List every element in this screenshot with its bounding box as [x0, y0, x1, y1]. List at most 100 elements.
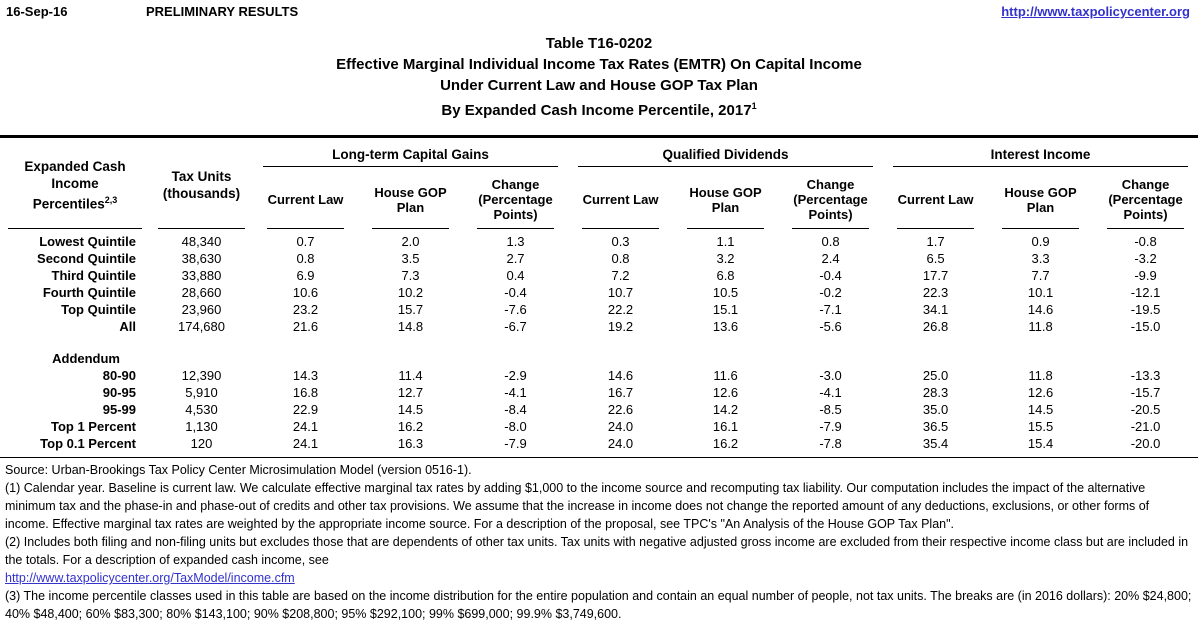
title-line-2: Effective Marginal Individual Income Tax… [336, 56, 862, 73]
cell-value: 3.3 [1031, 250, 1050, 266]
cell-value: 7.7 [1031, 267, 1050, 283]
cell-value: 10.2 [397, 284, 424, 300]
cell-value: 3.5 [401, 250, 420, 266]
cell-value: -8.0 [504, 418, 527, 434]
cell-value: 11.8 [1028, 318, 1053, 334]
table-body: Lowest Quintile 48,340 0.7 2.0 1.3 0.3 1.1 0.8 1… [0, 233, 1198, 458]
cell-value: 1,130 [185, 418, 218, 434]
empty-cell [883, 350, 988, 367]
taxpolicycenter-home-link[interactable]: http://www.taxpolicycenter.org [1001, 4, 1190, 19]
empty-cell [988, 350, 1093, 367]
cell-value: -4.1 [504, 384, 527, 400]
group-header-interest-income: Interest Income [883, 137, 1198, 167]
cell-value: 10.6 [292, 284, 319, 300]
cell-value: -5.6 [819, 318, 842, 334]
report-date: 16-Sep-16 [6, 4, 68, 19]
cell-value: 16.7 [607, 384, 634, 400]
cell-value: 1.3 [506, 233, 525, 249]
empty-cell [150, 350, 253, 367]
title-block: Table T16-0202 Effective Marginal Indivi… [0, 33, 1198, 121]
cell-value: 19.2 [607, 318, 634, 334]
table-row: 80-90 12,390 14.3 11.4 -2.9 14.6 11.6 -3.0 25.0 1… [0, 367, 1198, 384]
cell-value: 0.8 [821, 233, 840, 249]
spacer-row [0, 335, 1198, 350]
cell-value: -13.3 [1130, 367, 1161, 383]
cell-value: 26.8 [922, 318, 949, 334]
table-row: Second Quintile 38,630 0.8 3.5 2.7 0.8 3.2 2.4 6… [0, 250, 1198, 267]
cell-value: -7.8 [819, 435, 842, 451]
empty-cell [253, 350, 358, 367]
cell-value: 16.2 [712, 435, 739, 451]
cell-value: 23.2 [292, 301, 319, 317]
subheader-qd-house-gop-plan: House GOP Plan [673, 167, 778, 233]
table-row: Fourth Quintile 28,660 10.6 10.2 -0.4 10.7 10.… [0, 284, 1198, 301]
column-header-percentiles: Expanded Cash Income Percentiles2,3 [0, 137, 150, 233]
cell-value: -9.9 [1134, 267, 1157, 283]
cell-value: -21.0 [1130, 418, 1161, 434]
cell-value: -3.0 [819, 367, 842, 383]
cell-value: -12.1 [1130, 284, 1161, 300]
cell-value: 21.6 [292, 318, 319, 334]
expanded-cash-income-link[interactable]: http://www.taxpolicycenter.org/TaxModel/… [5, 571, 295, 585]
footnote-2-link-line: http://www.taxpolicycenter.org/TaxModel/… [5, 569, 1193, 587]
table-header: Expanded Cash Income Percentiles2,3 Tax … [0, 137, 1198, 233]
row-label: Second Quintile [37, 250, 136, 266]
cell-value: 15.5 [1027, 418, 1054, 434]
cell-value: -3.2 [1134, 250, 1157, 266]
cell-value: 6.5 [926, 250, 945, 266]
cell-value: 15.4 [1027, 435, 1054, 451]
cell-value: 11.4 [398, 367, 423, 383]
subheader-interest-house-gop-plan: House GOP Plan [988, 167, 1093, 233]
group-header-qualified-dividends: Qualified Dividends [568, 137, 883, 167]
cell-value: 10.5 [712, 284, 739, 300]
cell-value: 33,880 [181, 267, 222, 283]
cell-value: -15.0 [1130, 318, 1161, 334]
cell-value: 4,530 [185, 401, 218, 417]
row-label: All [119, 318, 136, 334]
row-label: 80-90 [102, 367, 136, 383]
table-row: Top 1 Percent 1,130 24.1 16.2 -8.0 24.0 16.1 -7… [0, 418, 1198, 435]
subheader-ltcg-change: Change (Percentage Points) [463, 167, 568, 233]
cell-value: 22.3 [922, 284, 949, 300]
cell-value: 24.1 [292, 418, 319, 434]
row-label: Fourth Quintile [42, 284, 136, 300]
cell-value: 1.1 [716, 233, 735, 249]
cell-value: 14.5 [397, 401, 424, 417]
cell-value: -4.1 [819, 384, 842, 400]
row-label: Lowest Quintile [39, 233, 136, 249]
table-row: Lowest Quintile 48,340 0.7 2.0 1.3 0.3 1.1 0.8 1… [0, 233, 1198, 250]
group-header-long-term-capital-gains: Long-term Capital Gains [253, 137, 568, 167]
cell-value: 14.6 [607, 367, 634, 383]
cell-value: -0.4 [504, 284, 527, 300]
table-row: 90-95 5,910 16.8 12.7 -4.1 16.7 12.6 -4.1 28.3 12… [0, 384, 1198, 401]
cell-value: 16.3 [397, 435, 424, 451]
cell-value: -8.5 [819, 401, 842, 417]
cell-value: 35.0 [922, 401, 949, 417]
cell-value: 120 [190, 435, 213, 451]
cell-value: 14.6 [1027, 301, 1054, 317]
cell-value: -7.1 [819, 301, 842, 317]
cell-value: -15.7 [1130, 384, 1161, 400]
cell-value: 11.8 [1028, 367, 1053, 383]
cell-value: 34.1 [922, 301, 949, 317]
cell-value: -0.2 [819, 284, 842, 300]
footnote-2: (2) Includes both filing and non-filing … [5, 535, 1189, 567]
cell-value: 25.0 [922, 367, 949, 383]
table-row: Top 0.1 Percent 120 24.1 16.3 -7.9 24.0 16.2 -7… [0, 435, 1198, 452]
subheader-qd-change: Change (Percentage Points) [778, 167, 883, 233]
cell-value: -7.9 [819, 418, 842, 434]
cell-value: 12.6 [1027, 384, 1054, 400]
cell-value: 3.2 [716, 250, 735, 266]
cell-value: 13.6 [712, 318, 739, 334]
cell-value: 174,680 [178, 318, 225, 334]
source-note: Source: Urban-Brookings Tax Policy Cente… [5, 463, 472, 477]
title-line-4: By Expanded Cash Income Percentile, 2017… [441, 101, 757, 119]
subheader-qd-current-law: Current Law [568, 167, 673, 233]
cell-value: 0.8 [296, 250, 315, 266]
cell-value: 0.8 [611, 250, 630, 266]
cell-value: 35.4 [922, 435, 949, 451]
cell-value: -20.5 [1130, 401, 1161, 417]
cell-value: 5,910 [185, 384, 218, 400]
empty-cell [463, 350, 568, 367]
